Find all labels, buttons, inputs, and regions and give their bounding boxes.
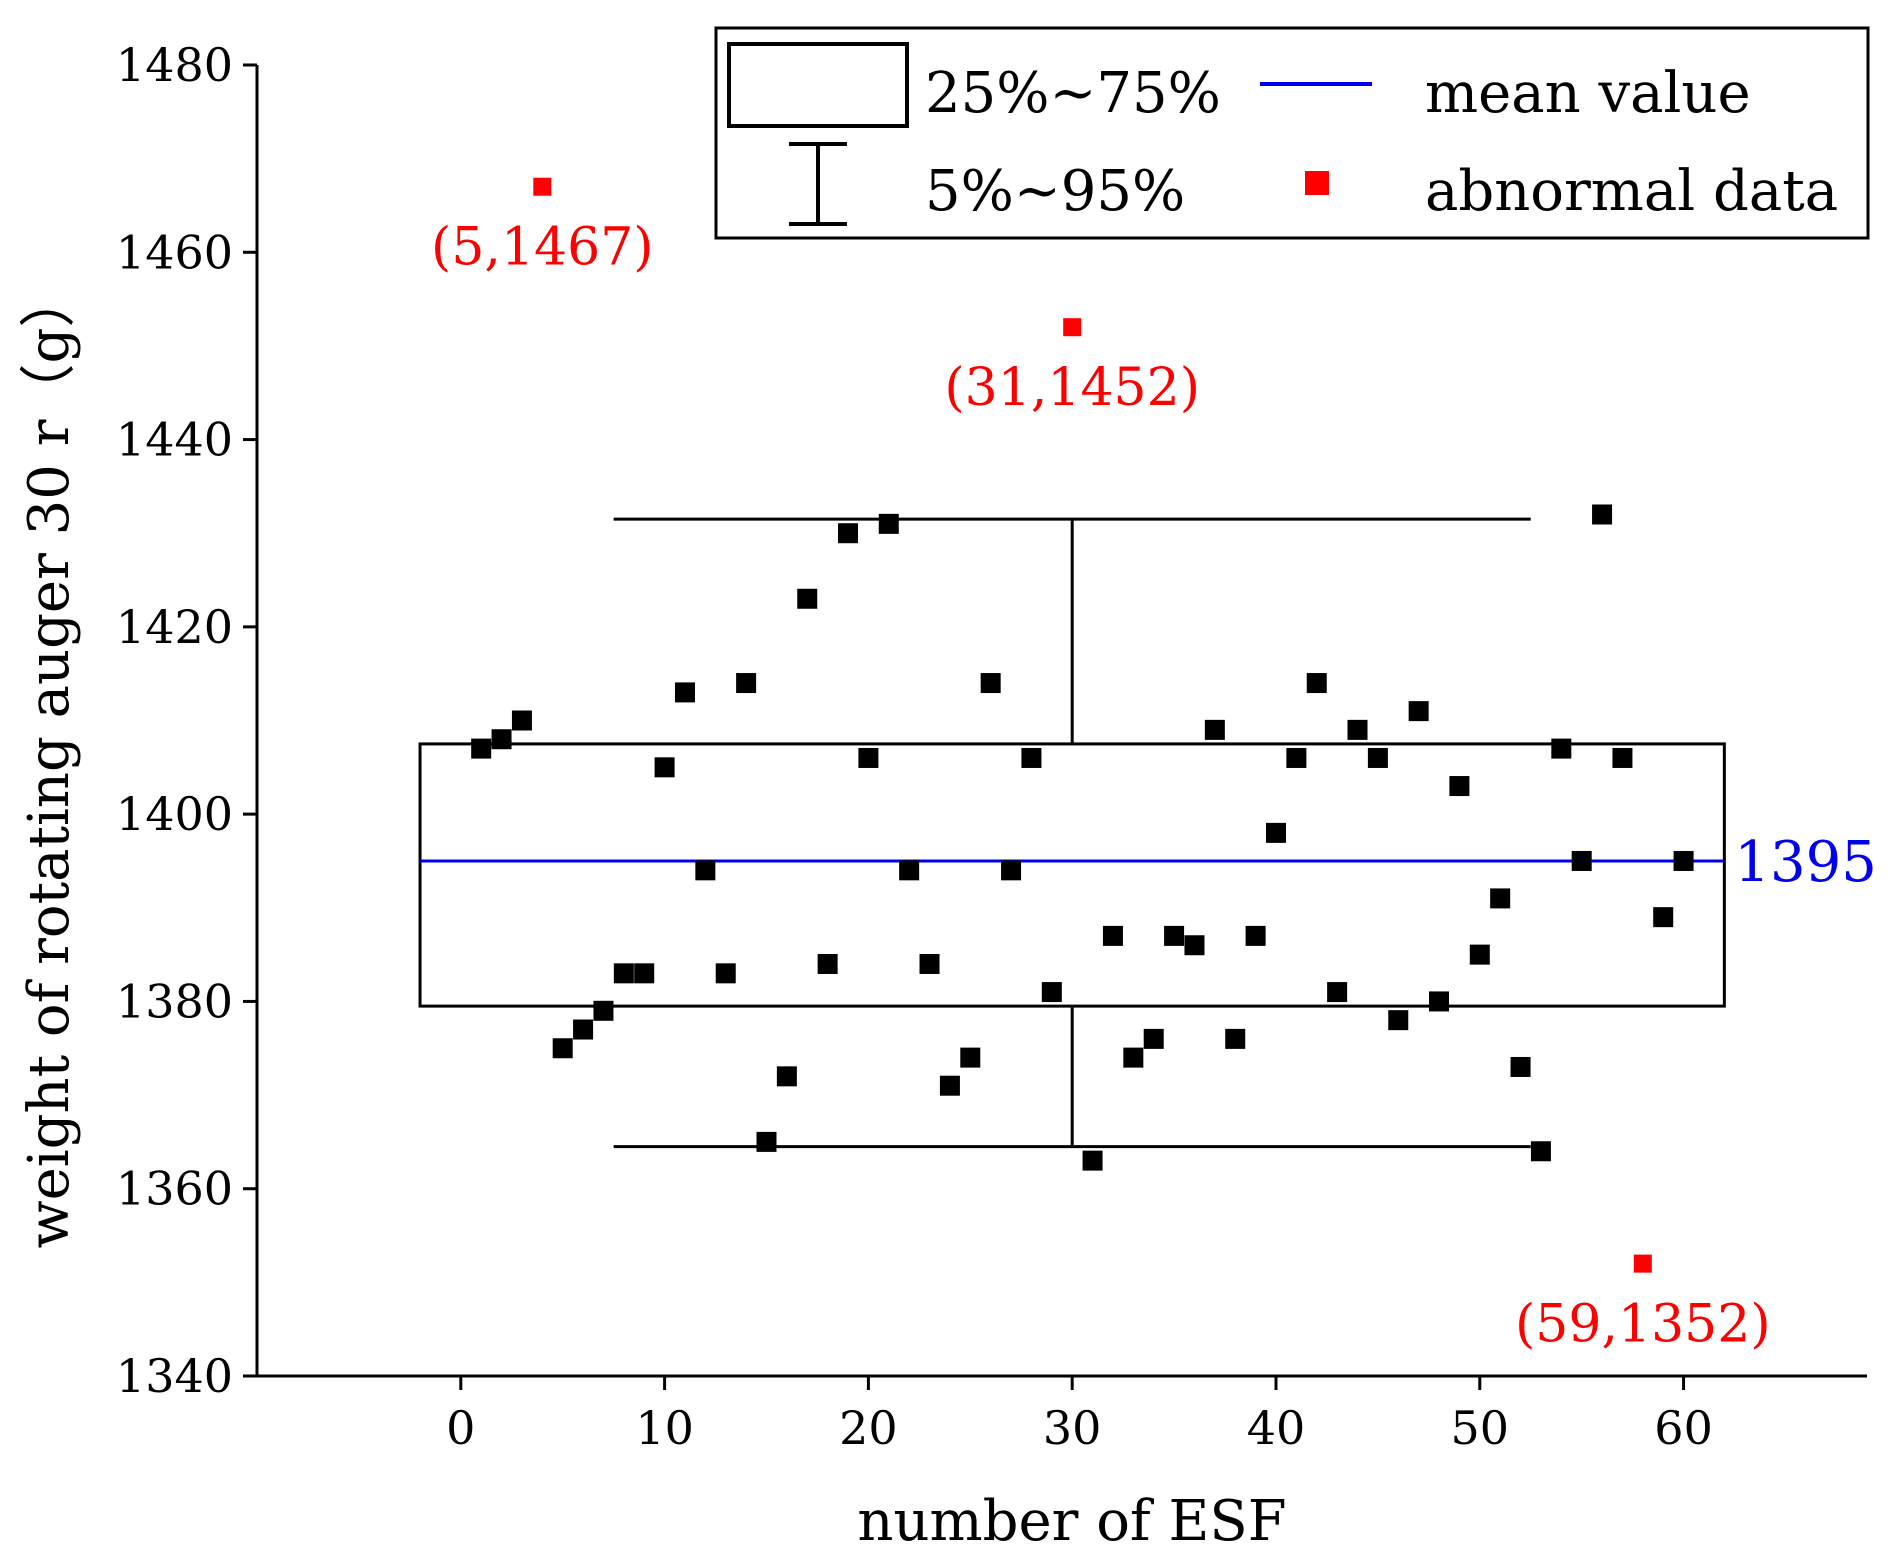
y-tick-label: 1440 <box>116 413 233 467</box>
abnormal-annotation-3: (59,1352) <box>1515 1295 1771 1355</box>
data-point <box>1245 925 1266 946</box>
data-point <box>1327 982 1348 1003</box>
data-point <box>1082 1150 1103 1171</box>
data-point <box>736 673 757 694</box>
y-tick-label: 1400 <box>116 787 233 841</box>
x-tick-label: 0 <box>446 1401 475 1455</box>
data-point <box>1347 719 1368 740</box>
legend-label-box: 25%~75% <box>925 61 1221 126</box>
legend-whisker-swatch <box>789 142 847 226</box>
data-point <box>1612 747 1633 768</box>
legend: 25%~75% mean value 5%~95% abnormal data <box>714 26 1870 240</box>
data-point <box>654 757 675 778</box>
data-point <box>1571 850 1592 871</box>
data-point <box>1143 1028 1164 1049</box>
data-point <box>1653 907 1674 928</box>
data-point <box>797 588 818 609</box>
data-point <box>1204 719 1225 740</box>
data-point <box>1306 673 1327 694</box>
data-point <box>491 729 512 750</box>
y-tick-label: 1460 <box>116 225 233 279</box>
data-point <box>1265 822 1286 843</box>
abnormal-data-point <box>533 177 552 196</box>
data-point <box>838 523 859 544</box>
x-tick-label: 10 <box>635 1401 694 1455</box>
data-point <box>511 710 532 731</box>
legend-label-abnormal: abnormal data <box>1425 159 1838 224</box>
y-tick-label: 1480 <box>116 38 233 92</box>
y-axis-title: weight of rotating auger 30 r（g） <box>17 272 82 1249</box>
data-point <box>1388 1010 1409 1031</box>
data-point <box>960 1047 981 1068</box>
data-point <box>1021 747 1042 768</box>
abnormal-annotation-1: (5,1467) <box>431 218 654 278</box>
data-point <box>1367 747 1388 768</box>
data-point <box>899 860 920 881</box>
data-point <box>674 682 695 703</box>
data-point <box>1225 1028 1246 1049</box>
data-point <box>1286 747 1307 768</box>
data-point <box>1449 776 1470 797</box>
axes <box>255 65 1867 1378</box>
data-point <box>1102 925 1123 946</box>
abnormal-data-point <box>1063 318 1082 337</box>
data-point <box>1184 935 1205 956</box>
data-point <box>1041 982 1062 1003</box>
data-point <box>1408 701 1429 722</box>
y-tick-label: 1340 <box>116 1349 233 1403</box>
legend-label-whisker: 5%~95% <box>925 159 1185 224</box>
y-tick-label: 1420 <box>116 600 233 654</box>
abnormal-annotation-2: (31,1452) <box>944 358 1200 418</box>
data-point <box>715 963 736 984</box>
data-point <box>817 953 838 974</box>
y-tick-label: 1380 <box>116 974 233 1028</box>
data-point <box>919 953 940 974</box>
x-tick-label: 60 <box>1654 1401 1713 1455</box>
data-point <box>695 860 716 881</box>
data-point <box>613 963 634 984</box>
data-point <box>1001 860 1022 881</box>
x-tick-label: 50 <box>1451 1401 1510 1455</box>
mean-value-label: 1395 <box>1734 830 1877 895</box>
data-point <box>593 1000 614 1021</box>
data-point <box>756 1131 777 1152</box>
data-point <box>471 738 492 759</box>
data-point <box>634 963 655 984</box>
data-point <box>1469 944 1490 965</box>
y-tick-label: 1360 <box>116 1162 233 1216</box>
x-tick-label: 40 <box>1247 1401 1306 1455</box>
data-point <box>939 1075 960 1096</box>
data-point <box>1490 888 1511 909</box>
data-point <box>858 747 879 768</box>
x-tick-label: 20 <box>839 1401 898 1455</box>
data-point <box>1551 738 1572 759</box>
data-point <box>1510 1056 1531 1077</box>
data-point <box>1429 991 1450 1012</box>
legend-label-mean: mean value <box>1425 61 1751 126</box>
data-point <box>1673 850 1694 871</box>
abnormal-data-point <box>1633 1254 1652 1273</box>
data-point <box>980 673 1001 694</box>
data-point <box>573 1019 594 1040</box>
data-point <box>878 513 899 534</box>
legend-abnormal-swatch <box>1305 171 1329 195</box>
data-point <box>776 1066 797 1087</box>
box-plot: 1395 <box>418 517 1877 1149</box>
data-point <box>552 1038 573 1059</box>
legend-box-swatch <box>727 42 909 128</box>
data-point <box>1530 1141 1551 1162</box>
abnormal-points <box>533 177 1652 1273</box>
data-points <box>471 504 1694 1171</box>
data-point <box>1592 504 1613 525</box>
data-point <box>1123 1047 1144 1068</box>
axis-ticks: 1340 1360 1380 1400 1420 1440 1460 1480 0 10 20 30 4… <box>116 38 1713 1455</box>
x-axis-title: number of ESF <box>857 1489 1286 1554</box>
x-tick-label: 30 <box>1043 1401 1102 1455</box>
data-point <box>1164 925 1185 946</box>
